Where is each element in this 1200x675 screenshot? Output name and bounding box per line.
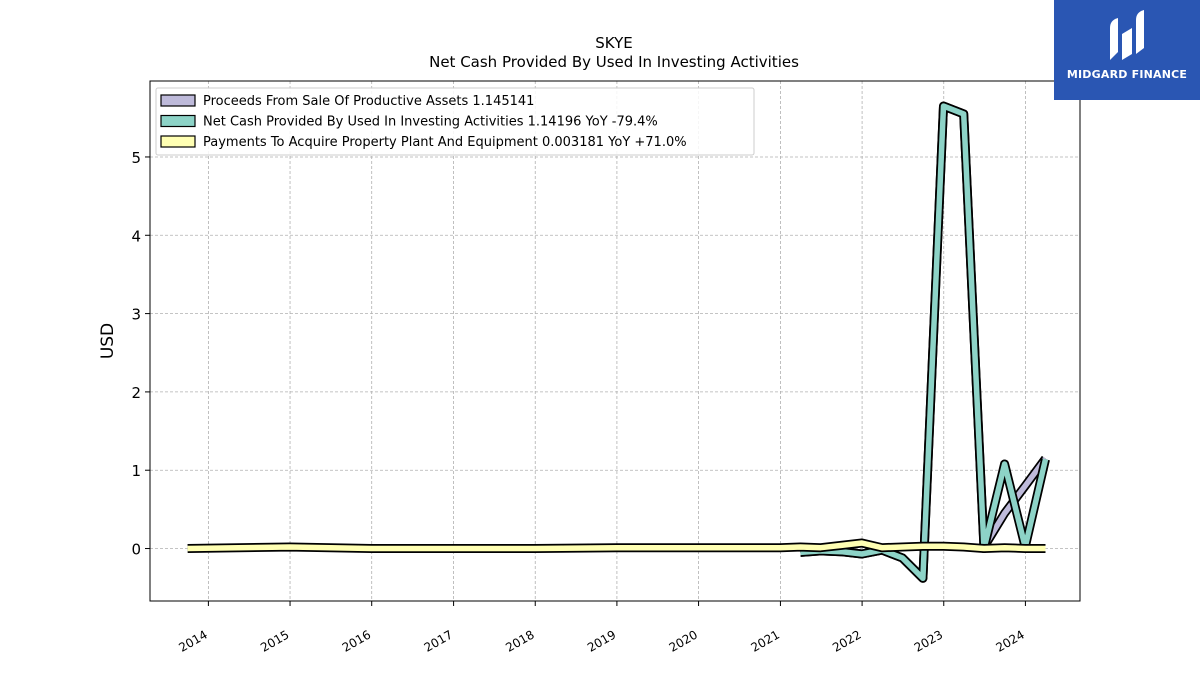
y-tick-label: 5: [131, 149, 141, 167]
y-tick-label: 2: [131, 384, 141, 402]
brand-logo: MIDGARD FINANCE: [1054, 0, 1200, 100]
legend-frame: [155, 87, 755, 156]
chart-subtitle: Net Cash Provided By Used In Investing A…: [429, 53, 799, 71]
x-tick-label: 2015: [258, 627, 291, 654]
x-tick-label: 2021: [748, 627, 781, 654]
x-tick-label: 2019: [585, 627, 618, 654]
legend-swatch: [160, 135, 196, 148]
legend-swatch: [160, 114, 196, 128]
legend-label: Net Cash Provided By Used In Investing A…: [203, 115, 658, 130]
x-tick-label: 2014: [176, 627, 209, 654]
y-axis-label: USD: [98, 323, 118, 359]
y-tick-label: 3: [131, 306, 141, 324]
x-tick-label: 2020: [667, 627, 700, 654]
plot-frame: [149, 80, 1081, 602]
x-tick-label: 2022: [830, 627, 863, 654]
series-3: [187, 538, 1046, 553]
y-tick-label: 1: [131, 462, 141, 480]
x-tick-label: 2023: [912, 627, 945, 654]
legend: Proceeds From Sale Of Productive Assets …: [155, 87, 755, 156]
y-tick-label: 4: [131, 227, 141, 245]
logo-text: MIDGARD FINANCE: [1066, 68, 1188, 81]
x-tick-label: 2024: [993, 627, 1026, 654]
x-tick-label: 2017: [422, 627, 455, 654]
legend-label: Proceeds From Sale Of Productive Assets …: [203, 94, 534, 109]
chart-title: SKYE: [595, 34, 632, 52]
logo-mark-icon: [1110, 10, 1144, 60]
x-tick-label: 2018: [503, 627, 536, 654]
y-tick-label: 0: [131, 541, 141, 559]
legend-swatch: [160, 94, 196, 107]
legend-label: Payments To Acquire Property Plant And E…: [203, 135, 687, 150]
x-tick-label: 2016: [340, 627, 373, 654]
